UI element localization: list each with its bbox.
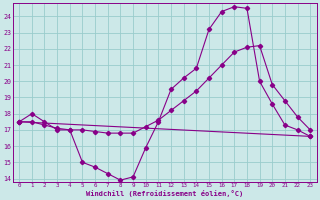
X-axis label: Windchill (Refroidissement éolien,°C): Windchill (Refroidissement éolien,°C) — [86, 190, 243, 197]
